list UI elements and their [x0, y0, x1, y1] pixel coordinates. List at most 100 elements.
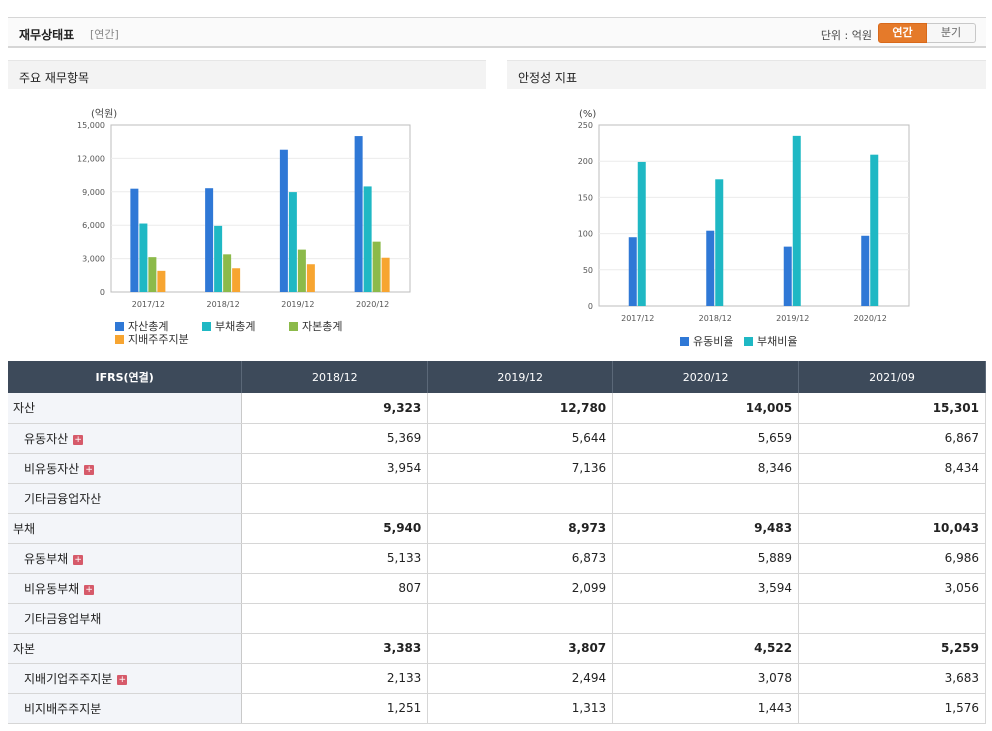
- table-row: 비유동부채 +807 2,099 3,594 3,056: [8, 573, 986, 604]
- financial-items-chart: 0 3,000 6,000 9,000 12,000 15,000(억원) 2017/12 2…: [77, 108, 411, 346]
- bar-자본총계-2018/12: [223, 254, 232, 292]
- table-row: 기타금융업자산: [8, 483, 986, 514]
- value-cell: 8,973: [427, 513, 614, 544]
- value-cell: 3,594: [612, 573, 800, 604]
- value-cell: 5,659: [612, 423, 800, 454]
- legend-swatch: [115, 322, 124, 331]
- value-cell: [798, 603, 986, 634]
- bar-유동비율-2018/12: [706, 230, 715, 306]
- value-cell: 2,494: [427, 663, 614, 694]
- bar-유동비율-2017/12: [628, 237, 637, 306]
- row-label: 자본: [13, 641, 36, 656]
- section-title: 재무상태표: [19, 28, 75, 42]
- bar-지배주주지분-2018/12: [232, 268, 241, 292]
- bar-지배주주지분-2020/12: [381, 257, 390, 292]
- legend-label: 자본총계: [302, 320, 342, 333]
- table-row: 자산 9,323 12,780 14,005 15,301: [8, 393, 986, 424]
- table-row: 지배기업주주지분 +2,133 2,494 3,078 3,683: [8, 663, 986, 694]
- legend-label: 지배주주지분: [128, 333, 189, 346]
- row-label: 기타금융업부채: [24, 611, 102, 626]
- value-cell: 14,005: [612, 393, 800, 424]
- y-tick-label: 12,000: [77, 154, 105, 163]
- value-cell: 1,443: [612, 693, 800, 724]
- value-cell: 6,873: [427, 543, 614, 574]
- y-tick-label: 200: [578, 157, 593, 166]
- value-cell: 8,434: [798, 453, 986, 484]
- row-label-cell: 자본: [8, 633, 243, 664]
- value-cell: [241, 483, 429, 514]
- table-row: 기타금융업부채: [8, 603, 986, 634]
- bar-지배주주지분-2017/12: [157, 270, 166, 292]
- value-cell: 5,940: [241, 513, 429, 544]
- bar-부채총계-2018/12: [214, 225, 223, 292]
- value-cell: 1,251: [241, 693, 429, 724]
- value-cell: [798, 483, 986, 514]
- y-axis-label: (억원): [91, 108, 117, 120]
- y-tick-label: 100: [578, 230, 593, 239]
- value-cell: 9,323: [241, 393, 429, 424]
- table-row: 부채 5,940 8,973 9,483 10,043: [8, 513, 986, 544]
- row-label-cell: 비지배주주지분: [8, 693, 243, 724]
- header-cell: IFRS(연결): [8, 361, 243, 393]
- y-tick-label: 150: [578, 193, 593, 202]
- value-cell: 6,867: [798, 423, 986, 454]
- y-axis-label: (%): [579, 109, 596, 120]
- value-cell: 15,301: [798, 393, 986, 424]
- value-cell: 9,483: [612, 513, 800, 544]
- legend-swatch: [744, 337, 753, 346]
- value-cell: [241, 603, 429, 634]
- expand-plus-icon[interactable]: +: [73, 554, 84, 565]
- x-tick-label: 2018/12: [207, 300, 240, 309]
- y-tick-label: 9,000: [82, 188, 105, 197]
- plot-area: [598, 124, 910, 307]
- bar-자본총계-2019/12: [297, 249, 306, 292]
- expand-plus-icon[interactable]: +: [73, 434, 84, 445]
- bar-유동비율-2019/12: [783, 246, 792, 306]
- value-cell: 8,346: [612, 453, 800, 484]
- bar-자산총계-2019/12: [279, 149, 288, 292]
- value-cell: 7,136: [427, 453, 614, 484]
- y-tick-label: 0: [100, 288, 105, 297]
- value-cell: 2,133: [241, 663, 429, 694]
- x-tick-label: 2018/12: [699, 314, 732, 323]
- expand-plus-icon[interactable]: +: [84, 584, 95, 595]
- bar-부채비율-2020/12: [870, 154, 879, 306]
- x-tick-label: 2017/12: [132, 300, 165, 309]
- table-row: 유동부채 +5,133 6,873 5,889 6,986: [8, 543, 986, 574]
- toggle-annual-button[interactable]: 연간: [878, 23, 927, 43]
- y-tick-label: 0: [588, 302, 593, 311]
- bar-부채총계-2020/12: [363, 186, 372, 292]
- legend-label: 부채총계: [215, 320, 255, 333]
- value-cell: [427, 603, 614, 634]
- value-cell: 3,056: [798, 573, 986, 604]
- section-header: 재무상태표 [연간] 단위 : 억원 연간 분기: [8, 17, 986, 48]
- value-cell: [612, 603, 800, 634]
- value-cell: 3,807: [427, 633, 614, 664]
- y-tick-label: 15,000: [77, 121, 105, 130]
- row-label-cell: 기타금융업자산: [8, 483, 243, 514]
- x-tick-label: 2019/12: [281, 300, 314, 309]
- value-cell: 3,383: [241, 633, 429, 664]
- row-label-cell: 기타금융업부채: [8, 603, 243, 634]
- legend-label: 유동비율: [693, 335, 733, 348]
- expand-plus-icon[interactable]: +: [117, 674, 128, 685]
- bar-부채비율-2018/12: [715, 179, 724, 306]
- bar-지배주주지분-2019/12: [306, 264, 315, 292]
- x-tick-label: 2020/12: [854, 314, 887, 323]
- value-cell: [427, 483, 614, 514]
- toggle-quarter-button[interactable]: 분기: [927, 23, 976, 43]
- value-cell: [612, 483, 800, 514]
- y-tick-label: 3,000: [82, 255, 105, 264]
- value-cell: 2,099: [427, 573, 614, 604]
- legend-label: 부채비율: [757, 335, 797, 348]
- header-cell: 2018/12: [241, 361, 429, 393]
- value-cell: 12,780: [427, 393, 614, 424]
- row-label-cell: 자산: [8, 393, 243, 424]
- stability-chart: 0 50 100 150 200 250(%) 2017/12 2018/12 2019/12 2…: [578, 109, 910, 348]
- row-label-cell: 비유동부채 +: [8, 573, 243, 604]
- value-cell: 5,133: [241, 543, 429, 574]
- y-tick-label: 6,000: [82, 221, 105, 230]
- expand-plus-icon[interactable]: +: [84, 464, 95, 475]
- value-cell: 5,259: [798, 633, 986, 664]
- row-label: 부채: [13, 521, 36, 536]
